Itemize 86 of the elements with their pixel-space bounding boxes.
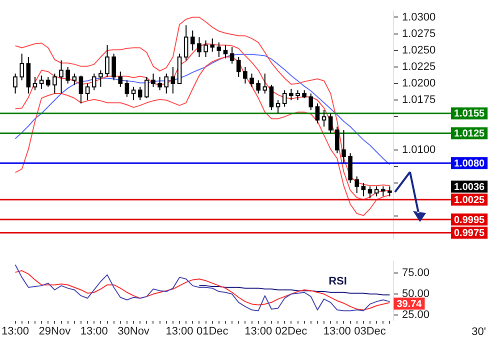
candlestick bbox=[381, 186, 386, 197]
text: 1.0036 bbox=[454, 182, 486, 193]
candlestick bbox=[289, 88, 294, 101]
y-tick-label: 1.0250 bbox=[402, 44, 436, 56]
candlestick bbox=[78, 75, 84, 104]
candlestick bbox=[98, 70, 103, 88]
y-tick-label: 1.0300 bbox=[402, 11, 436, 24]
x-tick-label: 13:00 bbox=[166, 325, 194, 338]
candlestick bbox=[282, 90, 287, 108]
candlestick bbox=[26, 56, 31, 94]
ref-line-label: 0.9975 bbox=[454, 228, 486, 240]
x-tick-label: 13:00 bbox=[80, 325, 108, 338]
candlestick bbox=[335, 126, 340, 154]
candlestick bbox=[354, 176, 360, 194]
candlestick bbox=[112, 53, 116, 81]
candlestick bbox=[164, 73, 169, 94]
candlestick bbox=[388, 186, 392, 197]
x-tick-label: 01Dec bbox=[196, 325, 229, 338]
candlestick bbox=[170, 66, 176, 94]
candlestick bbox=[46, 76, 50, 88]
x-tick-label: 02Dec bbox=[275, 325, 308, 338]
x-tick-label: 13:00 bbox=[323, 325, 351, 338]
y-tick-label: 1.0175 bbox=[402, 94, 436, 106]
candlestick bbox=[118, 71, 123, 88]
candlestick bbox=[85, 83, 90, 101]
candlestick bbox=[296, 90, 300, 101]
y-tick-label: 1.0275 bbox=[402, 28, 436, 40]
candlestick bbox=[39, 75, 44, 90]
candlestick bbox=[144, 76, 149, 99]
candlestick bbox=[124, 80, 130, 98]
candlestick bbox=[342, 129, 346, 164]
candlestick bbox=[197, 36, 202, 58]
candlestick bbox=[204, 40, 208, 58]
candlestick bbox=[308, 93, 314, 111]
ref-line-label: 1.0125 bbox=[454, 128, 486, 140]
x-tick-label: 03Dec bbox=[354, 325, 386, 338]
data-label: 39.74 bbox=[396, 298, 422, 310]
candlestick bbox=[158, 76, 162, 91]
candlestick bbox=[32, 76, 38, 91]
x-tick-label: 13:00 bbox=[244, 325, 272, 338]
candlestick bbox=[223, 44, 228, 59]
text: 30' bbox=[472, 326, 486, 338]
ref-line-label: 0.9995 bbox=[454, 214, 486, 226]
candlestick bbox=[138, 86, 142, 101]
y-tick-label: 1.0200 bbox=[402, 78, 436, 90]
candlestick bbox=[190, 30, 195, 51]
candlestick bbox=[361, 182, 366, 197]
y-tick-label: 25.00 bbox=[402, 308, 430, 321]
candlestick bbox=[20, 53, 24, 81]
candlestick bbox=[72, 73, 77, 86]
candlestick bbox=[262, 73, 268, 94]
candlestick bbox=[374, 186, 379, 197]
candlestick bbox=[269, 84, 274, 111]
y-tick-label: 1.0100 bbox=[402, 144, 436, 156]
candlestick bbox=[243, 66, 248, 84]
candlestick bbox=[348, 152, 352, 184]
candlestick bbox=[315, 102, 320, 124]
ref-line-label: 1.0080 bbox=[454, 158, 486, 170]
y-tick-label: 1.0225 bbox=[402, 61, 436, 73]
ref-line-label: 1.0025 bbox=[454, 194, 486, 206]
candlestick bbox=[92, 73, 96, 91]
candlestick bbox=[105, 44, 110, 78]
candlestick bbox=[328, 112, 333, 134]
candlestick bbox=[216, 42, 222, 58]
candlestick bbox=[210, 38, 214, 52]
candlestick bbox=[322, 110, 326, 128]
ref-line-label: 1.0155 bbox=[454, 108, 486, 120]
x-tick-label: 29Nov bbox=[38, 325, 72, 338]
candlestick bbox=[151, 73, 156, 88]
x-tick-label: 30Nov bbox=[118, 325, 150, 338]
candlestick bbox=[131, 86, 136, 101]
candlestick bbox=[256, 80, 260, 94]
annotation: RSI bbox=[328, 276, 347, 288]
candlestick bbox=[184, 24, 188, 61]
candlestick bbox=[368, 186, 372, 199]
candlestick bbox=[236, 56, 241, 78]
candlestick bbox=[59, 60, 64, 94]
x-tick-label: 13:00 bbox=[2, 325, 30, 338]
y-tick-label: 75.00 bbox=[402, 267, 430, 280]
candlestick bbox=[66, 66, 70, 84]
candlestick bbox=[230, 46, 234, 64]
y-tick-label: 50.00 bbox=[402, 288, 430, 300]
candlestick bbox=[276, 100, 280, 114]
candlestick bbox=[250, 73, 254, 88]
candlestick bbox=[13, 73, 18, 94]
candlestick bbox=[52, 73, 57, 94]
